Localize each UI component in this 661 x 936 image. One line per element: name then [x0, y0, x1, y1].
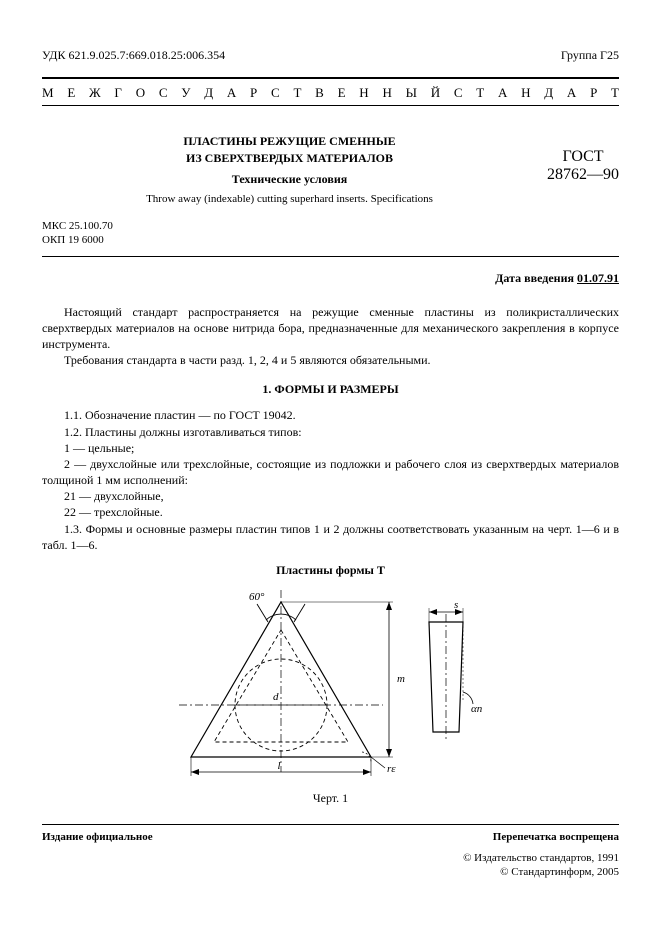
rule: [42, 105, 619, 106]
s1-p13: 1.3. Формы и основные размеры пластин ти…: [42, 521, 619, 553]
copy1: © Издательство стандартов, 1991: [42, 851, 619, 865]
figure-caption: Пластины формы Т: [42, 563, 619, 578]
mks: МКС 25.100.70: [42, 219, 619, 233]
dim-l: l: [277, 760, 280, 772]
doc-subtitle-en: Throw away (indexable) cutting superhard…: [42, 193, 537, 205]
s1-p12: 1.2. Пластины должны изготавливаться тип…: [42, 424, 619, 440]
doc-subtitle: Технические условия: [42, 172, 537, 187]
date-intro-label: Дата введения: [495, 271, 577, 285]
section1-body: 1.1. Обозначение пластин — по ГОСТ 19042…: [42, 407, 619, 553]
dim-d: d: [273, 691, 279, 703]
figure-1: 60° l d m rε: [42, 582, 619, 787]
intro-block: Настоящий стандарт распространяется на р…: [42, 304, 619, 369]
gost-num: 28762—90: [547, 166, 619, 184]
copy2: © Стандартинформ, 2005: [42, 865, 619, 879]
footer-right: Перепечатка воспрещена: [493, 831, 619, 843]
rule: [42, 256, 619, 257]
s1-p12c: 21 — двухслойные,: [42, 488, 619, 504]
okp: ОКП 19 6000: [42, 233, 619, 247]
dim-s: s: [454, 599, 458, 611]
udk-code: УДК 621.9.025.7:669.018.25:006.354: [42, 48, 225, 63]
dim-re: rε: [387, 763, 396, 775]
dim-alpha-n: αn: [471, 703, 483, 715]
figure-label: Черт. 1: [42, 791, 619, 806]
rule: [42, 824, 619, 825]
intro-p2: Требования стандарта в части разд. 1, 2,…: [42, 352, 619, 368]
group-code: Группа Г25: [561, 48, 619, 63]
doc-title-line1: ПЛАСТИНЫ РЕЖУЩИЕ СМЕННЫЕ: [42, 134, 537, 149]
dim-angle: 60°: [249, 591, 265, 603]
s1-p12d: 22 — трехслойные.: [42, 504, 619, 520]
date-intro-value: 01.07.91: [577, 271, 619, 285]
gost-label: ГОСТ: [547, 148, 619, 166]
classifiers: МКС 25.100.70 ОКП 19 6000: [42, 219, 619, 248]
date-intro: Дата введения 01.07.91: [42, 271, 619, 286]
rule: [42, 77, 619, 79]
s1-p12a: 1 — цельные;: [42, 440, 619, 456]
gost-number-box: ГОСТ 28762—90: [547, 134, 619, 184]
header-line: УДК 621.9.025.7:669.018.25:006.354 Групп…: [42, 48, 619, 63]
dim-m: m: [397, 673, 405, 685]
copyright: © Издательство стандартов, 1991 © Станда…: [42, 851, 619, 880]
intro-p1: Настоящий стандарт распространяется на р…: [42, 304, 619, 353]
s1-p12b: 2 — двухслойные или трехслойные, состоящ…: [42, 456, 619, 488]
interstate-title: М Е Ж Г О С У Д А Р С Т В Е Н Н Ы Й С Т …: [42, 81, 619, 105]
section1-head: 1. ФОРМЫ И РАЗМЕРЫ: [42, 382, 619, 397]
footer-left: Издание официальное: [42, 831, 153, 843]
doc-title-line2: ИЗ СВЕРХТВЕРДЫХ МАТЕРИАЛОВ: [42, 151, 537, 166]
s1-p11: 1.1. Обозначение пластин — по ГОСТ 19042…: [42, 407, 619, 423]
